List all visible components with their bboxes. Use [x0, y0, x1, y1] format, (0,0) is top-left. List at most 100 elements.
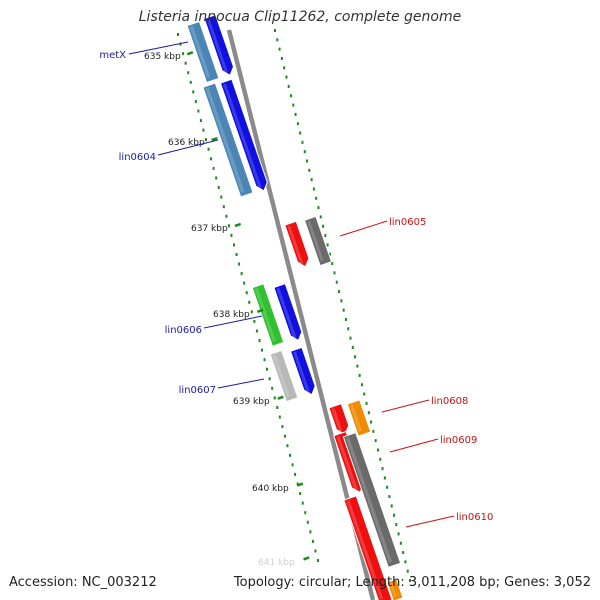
genome-summary-text: Topology: circular; Length: 3,011,208 bp…	[233, 575, 591, 590]
outer-tick-mark	[372, 429, 375, 433]
gene-label-lin0609[interactable]: lin0609	[440, 435, 477, 446]
inner-tick-mark	[197, 109, 200, 113]
gene-label-lin0606[interactable]: lin0606	[165, 325, 202, 336]
outer-tick-mark	[381, 467, 384, 471]
outer-tick-mark	[338, 290, 341, 294]
outer-tick-mark	[383, 476, 386, 480]
leader-line	[157, 139, 219, 156]
outer-tick-mark	[365, 401, 368, 405]
major-tick-mark	[277, 395, 284, 400]
inner-tick-mark	[311, 539, 314, 543]
major-tick-mark	[256, 308, 264, 314]
outer-tick-mark	[276, 38, 279, 42]
outer-tick-mark	[333, 271, 336, 275]
outer-tick-mark	[322, 224, 325, 228]
inner-tick-mark	[207, 147, 210, 151]
major-tick-mark	[234, 222, 242, 228]
inner-tick-mark	[289, 453, 291, 457]
gene-lin0610-red[interactable]	[343, 495, 393, 600]
inner-tick-mark	[271, 386, 274, 390]
gene-label-lin0605[interactable]: lin0605	[389, 217, 426, 228]
feature-track	[186, 14, 404, 600]
inner-tick-mark	[278, 415, 281, 419]
outer-tick-mark	[370, 420, 373, 424]
map-title: Listeria innocua Clip11262, complete gen…	[138, 9, 462, 25]
outer-tick-mark	[319, 215, 322, 219]
major-tick-mark	[296, 482, 304, 487]
tick-labels: 635 kbp 636 kbp 637 kbp 638 kbp 639 kbp 640 k…	[144, 51, 310, 568]
gene-orange-tail[interactable]	[386, 578, 404, 600]
outer-tick-mark	[379, 457, 382, 461]
inner-tick-mark	[266, 367, 269, 371]
outer-tick-mark	[280, 56, 283, 60]
outer-tick-mark	[301, 140, 304, 144]
outer-tick-mark	[347, 327, 350, 331]
outer-tick-mark	[326, 243, 329, 247]
cds-block-blue[interactable]	[273, 282, 304, 343]
inner-tick-mark	[240, 272, 243, 276]
inner-tick-mark	[281, 425, 284, 429]
inner-tick-mark	[194, 99, 197, 103]
outer-tick-mark	[390, 504, 393, 508]
leader-line	[405, 515, 455, 528]
inner-tick-mark	[245, 291, 248, 295]
gene-lin0606-green[interactable]	[251, 283, 285, 347]
gene-label-metX[interactable]: metX	[99, 50, 126, 61]
cds-block-blue[interactable]	[203, 14, 236, 78]
gene-label-lin0608[interactable]: lin0608	[431, 396, 468, 407]
cds-block-blue[interactable]	[219, 78, 269, 193]
outer-tick-mark	[363, 392, 366, 396]
tick-label: 637 kbp	[191, 224, 228, 234]
outer-tick-mark	[306, 159, 309, 163]
gene-lin0610-gray[interactable]	[342, 432, 402, 568]
inner-tick-mark	[317, 559, 319, 562]
gene-block-steel[interactable]	[186, 20, 220, 84]
inner-tick-mark	[215, 176, 218, 180]
gene-label-lin0604[interactable]: lin0604	[119, 152, 156, 163]
tick-label: 639 kbp	[233, 397, 270, 407]
major-tick-mark	[211, 136, 218, 142]
outer-tick-mark	[290, 94, 293, 98]
outer-tick-mark	[308, 168, 311, 172]
outer-tick-mark	[331, 262, 334, 266]
gene-lin0608-red[interactable]	[328, 403, 351, 437]
inner-tick-mark	[306, 520, 309, 524]
major-tick-mark	[186, 51, 194, 56]
outer-tick-mark	[386, 485, 389, 489]
outer-tick-mark	[402, 551, 405, 555]
inner-tick-mark	[202, 128, 205, 132]
inner-tick-mark	[291, 463, 294, 467]
leader-line	[389, 438, 439, 453]
inner-tick-mark	[255, 329, 258, 333]
gene-lin0607-lightgray[interactable]	[269, 349, 299, 403]
inner-tick-mark	[250, 310, 253, 314]
inner-tick-mark	[248, 300, 251, 304]
outer-tick-mark	[409, 579, 411, 582]
outer-tick-mark	[340, 299, 343, 303]
outer-tick-mark	[388, 495, 391, 499]
outer-tick-mark	[351, 345, 354, 349]
outer-tick-mark	[360, 383, 363, 387]
outer-tick-mark	[299, 131, 302, 135]
outer-tick-mark	[404, 560, 407, 564]
major-tick-mark	[303, 556, 310, 561]
gene-block-steel[interactable]	[202, 82, 254, 198]
gene-label-lin0607[interactable]: lin0607	[179, 385, 216, 396]
gene-lin0605-red[interactable]	[284, 220, 311, 268]
inner-tick-mark	[187, 71, 190, 75]
outer-tick-mark	[399, 541, 402, 545]
gene-label-lin0610[interactable]: lin0610	[456, 512, 493, 523]
accession-text: Accession: NC_003212	[9, 575, 157, 590]
tick-label: 641 kbp	[258, 558, 295, 568]
inner-tick-mark	[230, 233, 233, 237]
inner-tick-mark	[182, 52, 185, 56]
cds-block-blue[interactable]	[289, 346, 318, 396]
gene-lin0608-orange[interactable]	[346, 399, 372, 437]
gene-lin0605-gray[interactable]	[303, 215, 333, 267]
inner-tick-mark	[283, 434, 286, 438]
inner-tick-mark	[243, 281, 246, 285]
inner-tick-mark	[258, 339, 261, 343]
outer-tick-mark	[310, 178, 313, 182]
inner-tick-mark	[304, 511, 307, 515]
